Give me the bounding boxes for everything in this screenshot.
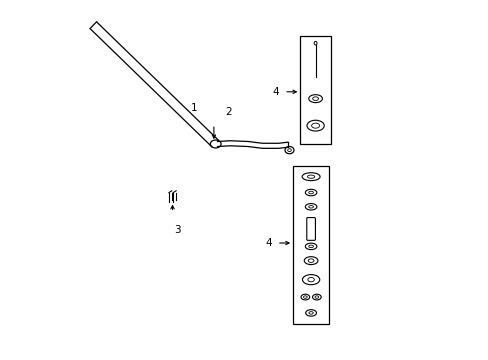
Text: 2: 2 <box>224 107 231 117</box>
Text: 4: 4 <box>265 238 272 248</box>
Text: 4: 4 <box>272 87 279 97</box>
Text: 3: 3 <box>174 225 181 235</box>
Text: 1: 1 <box>190 103 197 113</box>
Bar <box>292 166 328 324</box>
Bar <box>300 36 330 144</box>
